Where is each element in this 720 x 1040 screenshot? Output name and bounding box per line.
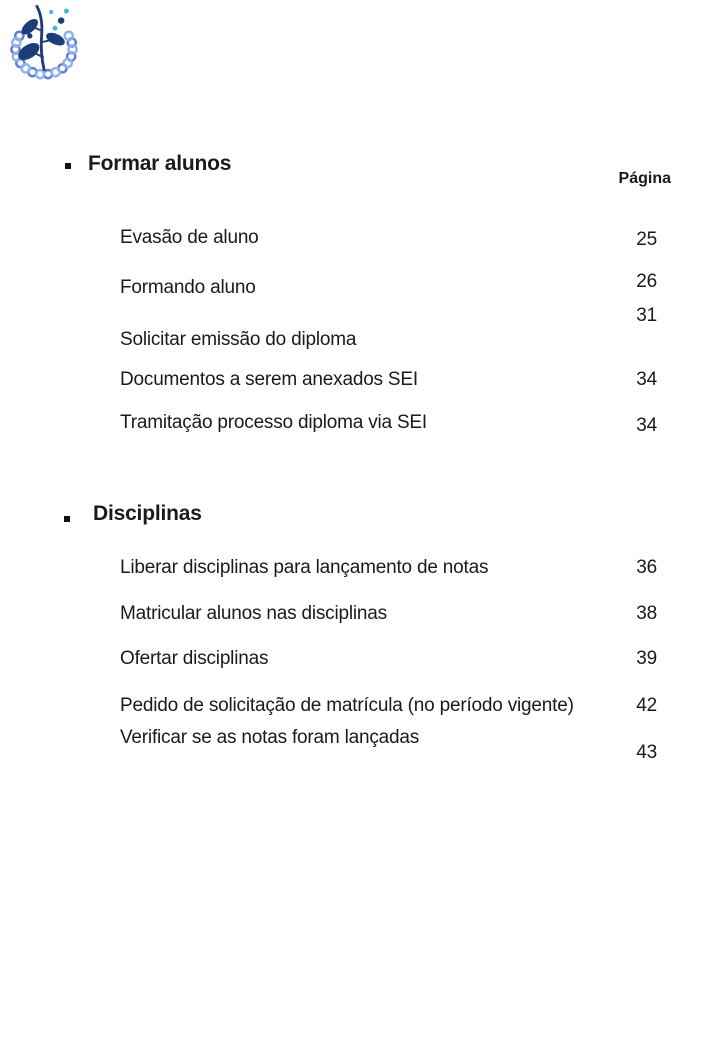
toc-item: Ofertar disciplinas 39 — [120, 648, 657, 670]
toc-item-page-number: 25 — [636, 229, 657, 250]
section-title-disciplinas: Disciplinas — [93, 502, 202, 525]
toc-item-label: Verificar se as notas foram lançadas — [120, 727, 420, 748]
toc-item: Liberar disciplinas para lançamento de n… — [120, 557, 657, 579]
toc-item-page-number: 42 — [636, 695, 657, 716]
toc-item-page-number: 36 — [636, 557, 657, 578]
toc-item-label: Solicitar emissão do diploma — [120, 329, 357, 350]
toc-item-page-number: 38 — [636, 603, 657, 624]
toc-item: Documentos a serem anexados SEI 34 — [120, 369, 657, 391]
toc-item-page-number: 26 — [636, 271, 657, 292]
toc-item: Matricular alunos nas disciplinas 38 — [120, 603, 657, 625]
plant-leaves — [18, 17, 65, 61]
section-title-formar-alunos: Formar alunos — [88, 152, 232, 175]
plant-dots-cyan — [49, 8, 69, 31]
toc-item: Pedido de solicitação de matrícula (no p… — [120, 695, 657, 717]
toc-item-label: Liberar disciplinas para lançamento de n… — [120, 557, 489, 578]
plant-chain-logo-icon — [10, 4, 78, 80]
toc-item-label: Ofertar disciplinas — [120, 648, 269, 669]
toc-item: Tramitação processo diploma via SEI 34 — [120, 412, 657, 436]
toc-item-page-number: 34 — [636, 369, 657, 390]
bullet-icon — [65, 163, 71, 169]
toc-item-label: Matricular alunos nas disciplinas — [120, 603, 387, 624]
bullet-icon — [64, 516, 70, 522]
toc-item-page-number: 34 — [636, 415, 657, 436]
toc-item: Verificar se as notas foram lançadas 43 — [120, 727, 657, 763]
toc-item: Formando aluno 26 — [120, 271, 657, 299]
toc-item-page-number: 43 — [636, 742, 657, 763]
toc-item-page-number: 31 — [636, 305, 657, 326]
toc-item-label: Documentos a serem anexados SEI — [120, 369, 418, 390]
toc-item-label: Tramitação processo diploma via SEI — [120, 412, 427, 433]
toc-item-label: Pedido de solicitação de matrícula (no p… — [120, 695, 574, 716]
toc-item-label: Formando aluno — [120, 277, 256, 298]
toc-item-page-number: 39 — [636, 648, 657, 669]
toc-item: Evasão de aluno 25 — [120, 227, 657, 250]
toc-item-label: Evasão de aluno — [120, 227, 259, 248]
page-column-header: Página — [618, 170, 671, 187]
toc-item: Solicitar emissão do diploma 31 — [120, 305, 657, 351]
